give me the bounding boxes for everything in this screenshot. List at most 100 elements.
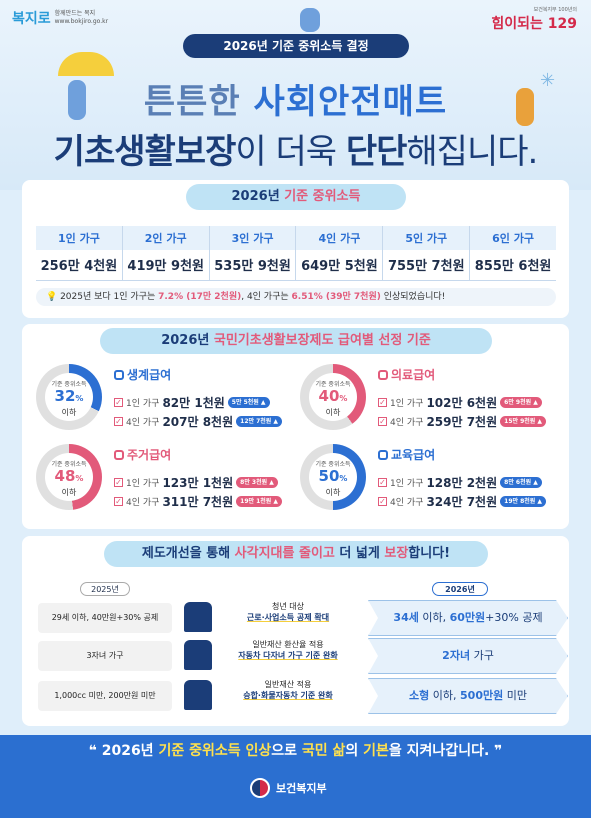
col-header: 2인 가구: [121, 226, 210, 250]
improve-row: 29세 이하, 40만원+30% 공제 청년 대상 근로·사업소득 공제 확대 34세…: [28, 598, 568, 638]
benefit-name: 교육급여: [378, 446, 435, 463]
government-emblem-icon: [250, 778, 270, 798]
ring-below: 이하: [61, 408, 77, 417]
ring-label: 기준 중위소득: [315, 381, 351, 388]
year-new-badge: 2026년: [432, 582, 488, 596]
check-icon: ✓: [378, 478, 387, 487]
benefit-row-2: ✓ 4인 가구 311만 7천원 19만 1천원 ▲: [114, 493, 283, 510]
benefit-block: 기준 중위소득 50% 이하 교육급여 ✓ 1인 가구 128만 2천원 8만 6천원 ▲ ✓ 4…: [300, 444, 550, 510]
increase-tag: 19만 8천원 ▲: [500, 496, 547, 507]
footer-background: [0, 735, 591, 818]
increase-tag: 8만 6천원 ▲: [500, 477, 542, 488]
income-value: 649만 5천원: [295, 250, 383, 281]
increase-tag: 6만 9천원 ▲: [500, 397, 542, 408]
anniversary-logo: 보건복지부 100년의 힘이되는 129: [491, 6, 577, 33]
benefit-block: 기준 중위소득 32% 이하 생계급여 ✓ 1인 가구 82만 1천원 5만 5천원 ▲ ✓ 4인…: [36, 364, 286, 430]
col-header: 6인 가구: [469, 226, 556, 250]
anniversary-big: 힘이되는 129: [491, 16, 577, 32]
income-value: 855만 6천원: [469, 250, 556, 281]
col-header: 5인 가구: [382, 226, 470, 250]
benefit-name: 의료급여: [378, 366, 435, 383]
income-title: 2026년 기준 중위소득: [186, 184, 406, 210]
increase-tag: 5만 5천원 ▲: [227, 397, 270, 408]
bokjiro-logo[interactable]: 복지로 함께만드는 복지 www.bokjiro.go.kr: [12, 8, 108, 28]
income-value: 256만 4천원: [36, 250, 123, 281]
col-header: 1인 가구: [36, 226, 123, 250]
year-old-badge: 2025년: [80, 582, 130, 596]
benefit-row-2: ✓ 4인 가구 207만 8천원 12만 7천원 ▲: [114, 413, 283, 430]
ring-label: 기준 중위소득: [51, 461, 87, 468]
people-icon: [184, 640, 212, 670]
logo-tagline: 함께만드는 복지: [54, 10, 96, 17]
benefit-icon: [114, 370, 124, 380]
benefits-card: [22, 324, 569, 529]
ring-percent: 32%: [54, 387, 84, 405]
col-header: 4인 가구: [295, 226, 383, 250]
ring-below: 이하: [61, 488, 77, 497]
benefit-icon: [378, 370, 388, 380]
benefit-row-1: ✓ 1인 가구 82만 1천원 5만 5천원 ▲: [114, 394, 270, 411]
arrow-shape: [368, 678, 568, 714]
benefit-row-1: ✓ 1인 가구 128만 2천원 8만 6천원 ▲: [378, 474, 542, 491]
benefit-name: 생계급여: [114, 366, 171, 383]
benefit-ring: 기준 중위소득 32% 이하: [36, 364, 102, 430]
benefit-name: 주거급여: [114, 446, 171, 463]
check-icon: ✓: [114, 417, 123, 426]
increase-tag: 19만 1천원 ▲: [236, 496, 283, 507]
check-icon: ✓: [378, 417, 387, 426]
improve-title: 제도개선을 통해 사각지대를 줄이고 더 넓게 보장합니다!: [104, 541, 488, 567]
benefit-row-1: ✓ 1인 가구 102만 6천원 6만 9천원 ▲: [378, 394, 542, 411]
headline-1: 튼튼한 사회안전매트: [143, 82, 448, 122]
income-value: 419만 9천원: [121, 250, 210, 281]
benefit-icon: [378, 450, 388, 460]
child-illustration-right: [516, 88, 534, 126]
footer-slogan: ❝ 2026년 기준 중위소득 인상으로 국민 삶의 기본을 지켜나갑니다. ❞: [88, 743, 503, 759]
benefits-title: 2026년 국민기초생활보장제도 급여별 선정 기준: [100, 328, 492, 354]
check-icon: ✓: [114, 497, 123, 506]
headline-2: 기초생활보장이 더욱 단단해집니다.: [53, 132, 539, 172]
new-criteria: 34세 이하, 60만원+30% 공제: [393, 611, 543, 624]
improvement-desc: 청년 대상 근로·사업소득 공제 확대: [246, 602, 330, 622]
improvement-desc: 일반재산 적용 승합·화물자동차 기준 완화: [243, 680, 333, 700]
old-criteria: 29세 이하, 40만원+30% 공제: [38, 603, 172, 633]
increase-note: 💡 2025년 보다 1인 가구는 7.2% (17만 2천원), 4인 가구는…: [36, 288, 556, 306]
improve-row: 1,000cc 미만, 200만원 미만 일반재산 적용 승합·화물자동차 기준 완…: [28, 676, 568, 716]
income-value-row: 256만 4천원 419만 9천원 535만 9천원 649만 5천원 755만…: [36, 250, 556, 281]
income-value: 535만 9천원: [208, 250, 296, 281]
ring-percent: 50%: [318, 467, 348, 485]
anniversary-small: 보건복지부 100년의: [533, 7, 577, 13]
umbrella-illustration: [58, 52, 114, 76]
check-icon: ✓: [378, 398, 387, 407]
child-illustration-left: [68, 80, 86, 120]
improve-row: 3자녀 가구 일반재산 환산율 적용 자동차 다자녀 가구 기준 완화 2자녀 가구: [28, 636, 568, 676]
benefit-ring: 기준 중위소득 50% 이하: [300, 444, 366, 510]
benefit-row-1: ✓ 1인 가구 123만 1천원 8만 3천원 ▲: [114, 474, 278, 491]
arrow-shape: [368, 600, 568, 636]
ring-label: 기준 중위소득: [315, 461, 351, 468]
income-value: 755만 7천원: [382, 250, 470, 281]
benefit-ring: 기준 중위소득 48% 이하: [36, 444, 102, 510]
increase-tag: 15만 9천원 ▲: [500, 416, 547, 427]
benefit-icon: [114, 450, 124, 460]
ministry-name: 보건복지부: [276, 782, 327, 795]
income-header-row: 1인 가구 2인 가구 3인 가구 4인 가구 5인 가구 6인 가구: [36, 226, 556, 250]
col-header: 3인 가구: [208, 226, 296, 250]
ring-below: 이하: [325, 408, 341, 417]
increase-tag: 12만 7천원 ▲: [236, 416, 283, 427]
check-icon: ✓: [114, 478, 123, 487]
benefit-block: 기준 중위소득 40% 이하 의료급여 ✓ 1인 가구 102만 6천원 6만 9천원 ▲ ✓ 4…: [300, 364, 550, 430]
new-criteria: 2자녀 가구: [442, 649, 494, 662]
logo-mark: 복지로: [12, 11, 51, 27]
old-criteria: 3자녀 가구: [38, 641, 172, 671]
people-icon: [184, 602, 212, 632]
old-criteria: 1,000cc 미만, 200만원 미만: [38, 681, 172, 711]
ministry-logo: 보건복지부: [250, 778, 327, 798]
sparkle-icon: ✳: [540, 70, 556, 91]
new-criteria: 소형 이하, 500만원 미만: [409, 689, 527, 702]
ring-percent: 48%: [54, 467, 84, 485]
decision-banner: 2026년 기준 중위소득 결정: [183, 34, 409, 58]
benefit-row-2: ✓ 4인 가구 324만 7천원 19만 8천원 ▲: [378, 493, 547, 510]
check-icon: ✓: [378, 497, 387, 506]
child-illustration-top: [300, 8, 320, 32]
check-icon: ✓: [114, 398, 123, 407]
